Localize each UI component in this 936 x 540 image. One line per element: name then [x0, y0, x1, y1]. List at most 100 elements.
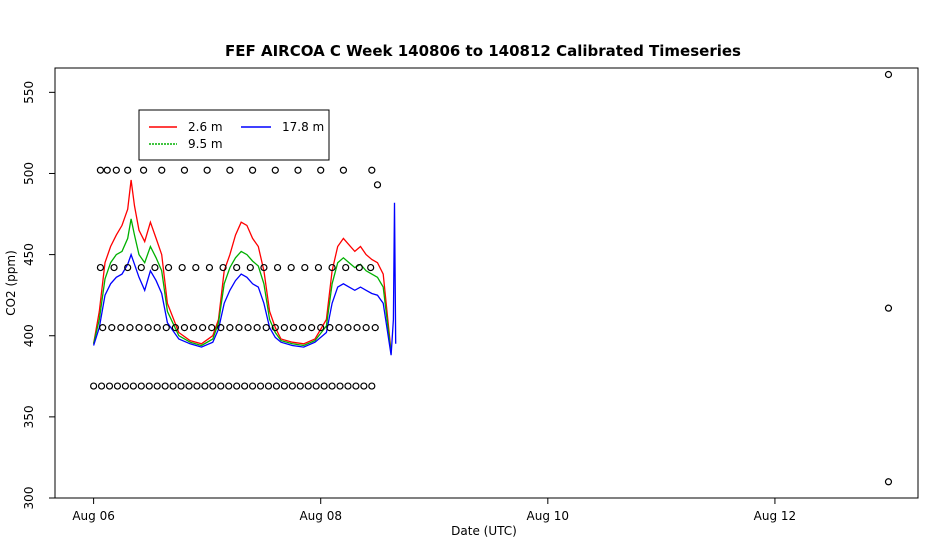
flag-point — [296, 382, 304, 390]
flag-point — [271, 166, 279, 174]
flag-point — [180, 324, 189, 332]
flag-point — [241, 382, 249, 390]
x-tick-label: Aug 10 — [527, 509, 570, 523]
flag-point — [137, 263, 145, 272]
flag-point — [246, 263, 254, 272]
flag-point — [352, 382, 360, 390]
series-line-9-5-m — [92, 218, 392, 354]
y-tick-label: 300 — [22, 487, 36, 510]
flag-point — [368, 166, 376, 174]
x-tick-label: Aug 12 — [754, 509, 797, 523]
flag-point — [244, 324, 252, 332]
flag-point — [137, 382, 145, 390]
flag-point — [342, 263, 350, 272]
flag-point — [301, 263, 309, 272]
flag-point — [96, 263, 105, 272]
flag-point — [298, 324, 307, 332]
flag-point — [373, 181, 382, 189]
flag-point — [209, 382, 217, 390]
flag-point — [144, 324, 152, 332]
legend: 2.6 m 9.5 m 17.8 m — [138, 109, 330, 161]
flag-point — [151, 263, 159, 272]
legend-label-2-6m: 2.6 m — [188, 120, 223, 134]
flag-point — [193, 382, 201, 390]
flag-point — [884, 70, 893, 79]
flag-point — [335, 324, 343, 332]
flag-point — [312, 382, 320, 390]
flag-point — [158, 166, 166, 174]
flag-point — [164, 263, 173, 272]
y-tick-label: 350 — [22, 405, 36, 428]
flag-point — [289, 324, 298, 332]
flag-point — [105, 382, 114, 390]
flag-point — [355, 263, 363, 272]
flag-point — [201, 382, 209, 390]
y-axis-label: CO2 (ppm) — [4, 250, 18, 316]
legend-label-9-5m: 9.5 m — [188, 137, 223, 151]
series-line-17-8-m — [92, 202, 397, 356]
flag-point — [189, 324, 198, 332]
flag-point — [217, 324, 225, 332]
chart-title: FEF AIRCOA C Week 140806 to 140812 Calib… — [225, 42, 741, 60]
flag-point — [368, 382, 376, 390]
flag-point — [112, 166, 120, 174]
flag-point — [884, 304, 893, 312]
flag-point — [126, 324, 134, 332]
flag-point — [96, 166, 105, 174]
flag-point — [129, 382, 137, 390]
flag-point — [294, 166, 302, 174]
flag-point — [219, 263, 227, 272]
flag-point — [178, 263, 186, 272]
y-axis: 300 350 400 450 500 550 — [22, 81, 55, 510]
flag-point — [367, 263, 375, 272]
flag-point — [117, 324, 125, 332]
flag-point — [226, 324, 234, 332]
flag-point — [280, 382, 288, 390]
flag-point — [272, 382, 281, 390]
flag-point — [205, 263, 214, 272]
series-line-2-6-m — [92, 179, 392, 353]
flag-point — [113, 382, 122, 390]
flag-point — [121, 382, 130, 390]
legend-label-17-8m: 17.8 m — [282, 120, 324, 134]
plot-frame — [54, 67, 919, 499]
flag-point — [124, 166, 132, 174]
x-tick-label: Aug 08 — [299, 509, 342, 523]
flag-point — [317, 324, 325, 332]
flag-point — [103, 166, 111, 174]
flag-point — [248, 166, 257, 174]
y-tick-label: 550 — [22, 81, 36, 104]
flag-point — [139, 166, 148, 174]
flag-point — [192, 263, 200, 272]
flag-point — [235, 324, 243, 332]
flag-point — [308, 324, 316, 332]
x-axis-label: Date (UTC) — [451, 524, 517, 538]
y-tick-label: 500 — [22, 162, 36, 185]
flag-point — [884, 478, 893, 486]
flag-point — [233, 382, 241, 390]
flag-point — [225, 382, 233, 390]
flag-point — [280, 324, 288, 332]
flag-point — [264, 382, 273, 390]
flag-point — [162, 324, 170, 332]
flag-point — [135, 324, 143, 332]
flag-point — [97, 382, 106, 390]
flag-point — [287, 263, 295, 272]
flag-point — [153, 324, 161, 332]
flag-point — [271, 324, 279, 332]
flag-point — [260, 263, 268, 272]
flag-point — [326, 324, 334, 332]
flag-point — [110, 263, 118, 272]
flag-point — [288, 382, 296, 390]
flag-point — [199, 324, 207, 332]
flag-point — [180, 166, 189, 174]
flag-point — [314, 263, 323, 272]
flag-point — [99, 324, 107, 332]
flag-point — [339, 166, 348, 174]
plot-area — [90, 70, 893, 486]
flag-point — [353, 324, 361, 332]
flag-point — [328, 263, 336, 272]
flag-point — [336, 382, 344, 390]
flag-point — [371, 324, 379, 332]
